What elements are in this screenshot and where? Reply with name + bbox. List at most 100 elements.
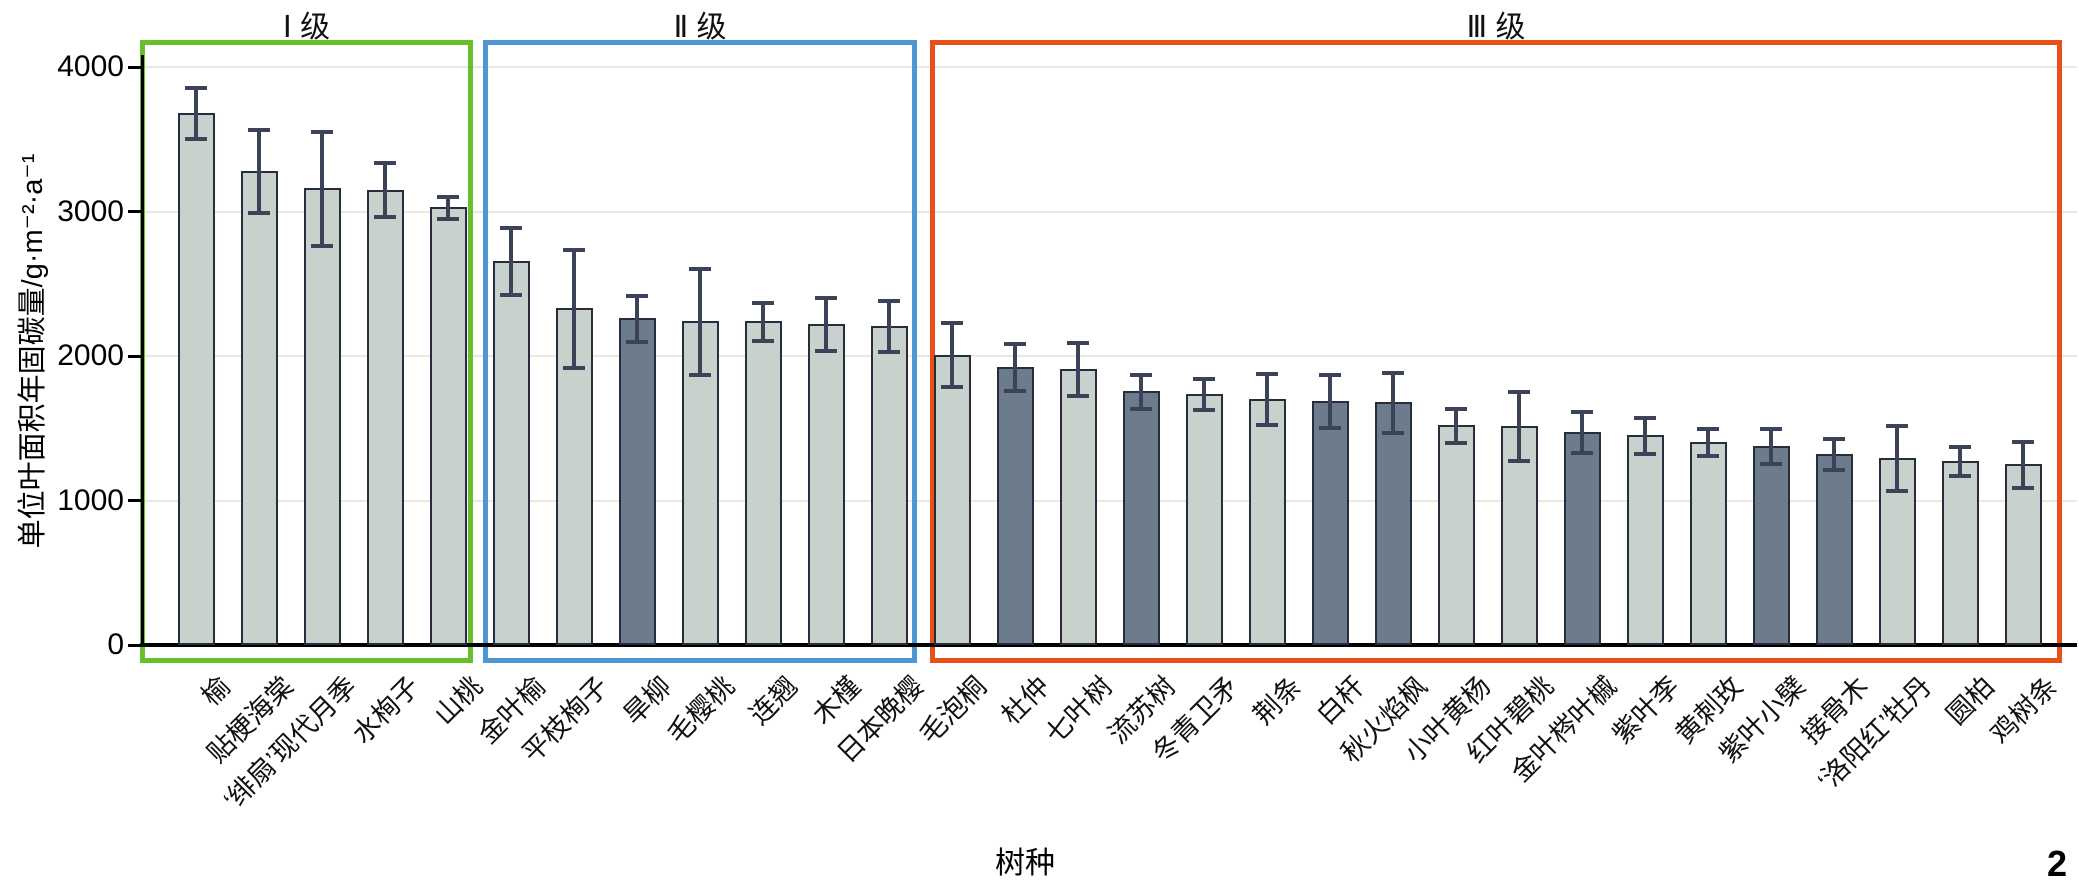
error-bar-cap-bottom (878, 349, 900, 354)
error-bar (320, 130, 324, 247)
group-box (483, 40, 917, 663)
bar (807, 324, 845, 645)
error-bar-cap-bottom (1508, 458, 1530, 463)
error-bar-cap-bottom (1256, 423, 1278, 428)
error-bar-cap-bottom (248, 210, 270, 215)
error-bar-cap-top (1697, 426, 1719, 431)
error-bar-cap-top (1571, 409, 1593, 414)
error-bar-cap-bottom (1067, 394, 1089, 399)
bar (1689, 441, 1727, 645)
bar (429, 207, 467, 645)
error-bar-cap-top (941, 321, 963, 326)
error-bar (1895, 424, 1899, 492)
error-bar (887, 299, 891, 352)
error-bar-cap-top (1193, 377, 1215, 382)
bar (1122, 391, 1160, 645)
x-axis-line (140, 643, 2077, 647)
error-bar-cap-bottom (311, 244, 333, 249)
y-tick-label: 0 (107, 628, 124, 661)
error-bar-cap-top (1886, 423, 1908, 428)
error-bar-cap-bottom (689, 372, 711, 377)
bar (1500, 426, 1538, 645)
error-bar-cap-bottom (1382, 430, 1404, 435)
error-bar (572, 249, 576, 368)
error-bar-cap-bottom (500, 292, 522, 297)
bar (681, 321, 719, 645)
error-bar (1328, 374, 1332, 428)
y-tick-label: 1000 (57, 483, 124, 517)
error-bar-cap-top (1508, 390, 1530, 395)
error-bar-cap-bottom (1760, 461, 1782, 466)
error-bar-cap-top (185, 86, 207, 91)
y-axis-tick (128, 354, 141, 358)
error-bar-cap-bottom (815, 348, 837, 353)
error-bar (2021, 440, 2025, 489)
error-bar (1706, 427, 1710, 457)
error-bar-cap-top (1256, 372, 1278, 377)
error-bar-cap-bottom (185, 137, 207, 142)
y-axis-tick (128, 499, 141, 502)
error-bar-cap-top (500, 225, 522, 230)
error-bar-cap-top (1067, 340, 1089, 345)
error-bar-cap-top (1823, 437, 1845, 442)
error-bar-cap-top (878, 298, 900, 303)
bar (870, 325, 908, 645)
error-bar-cap-bottom (1823, 468, 1845, 473)
error-bar (1580, 410, 1584, 453)
gridline (144, 210, 2077, 213)
page-number: 2 (2046, 843, 2067, 884)
error-bar-cap-bottom (2012, 486, 2034, 491)
error-bar-cap-top (311, 129, 333, 134)
error-bar-cap-bottom (626, 339, 648, 344)
y-tick-label: 3000 (57, 194, 124, 228)
bar (1185, 394, 1223, 645)
y-tick-label: 4000 (57, 50, 124, 83)
bar (1374, 402, 1412, 645)
error-bar-cap-top (1130, 373, 1152, 378)
error-bar-cap-bottom (1130, 406, 1152, 411)
error-bar (509, 226, 513, 295)
bar (303, 188, 341, 645)
bar (1311, 400, 1349, 645)
error-bar-cap-top (752, 300, 774, 305)
error-bar (1202, 378, 1206, 411)
error-bar (1391, 371, 1395, 433)
error-bar (1643, 416, 1647, 455)
error-bar-cap-top (1445, 407, 1467, 412)
bar (744, 321, 782, 645)
bar (1248, 399, 1286, 645)
error-bar-cap-bottom (1193, 408, 1215, 413)
bar (1059, 369, 1097, 645)
group-box (930, 40, 2062, 663)
error-bar-cap-bottom (1949, 473, 1971, 478)
y-tick-label: 2000 (57, 339, 124, 372)
error-bar-cap-top (248, 128, 270, 133)
error-bar (1958, 445, 1962, 476)
error-bar-cap-top (374, 161, 396, 166)
error-bar-cap-bottom (1886, 489, 1908, 494)
group-header-label: Ⅲ 级 (1466, 11, 1526, 44)
error-bar (698, 267, 702, 375)
error-bar (1769, 427, 1773, 464)
error-bar-cap-top (815, 296, 837, 301)
bar (2004, 464, 2042, 645)
error-bar-cap-bottom (1634, 452, 1656, 457)
error-bar (1076, 341, 1080, 397)
error-bar-cap-top (1949, 444, 1971, 449)
y-axis-line (141, 55, 144, 647)
error-bar-cap-bottom (941, 385, 963, 390)
error-bar-cap-bottom (1004, 388, 1026, 393)
bar (1563, 431, 1601, 645)
error-bar (257, 129, 261, 213)
error-bar (1454, 408, 1458, 443)
bar (996, 366, 1034, 645)
gridline (144, 355, 2077, 357)
error-bar (383, 162, 387, 218)
error-bar-cap-top (1382, 370, 1404, 375)
error-bar (1013, 342, 1017, 391)
bar (366, 189, 404, 645)
group-header-label: Ⅰ 级 (282, 11, 331, 44)
error-bar (761, 301, 765, 341)
error-bar (950, 322, 954, 388)
